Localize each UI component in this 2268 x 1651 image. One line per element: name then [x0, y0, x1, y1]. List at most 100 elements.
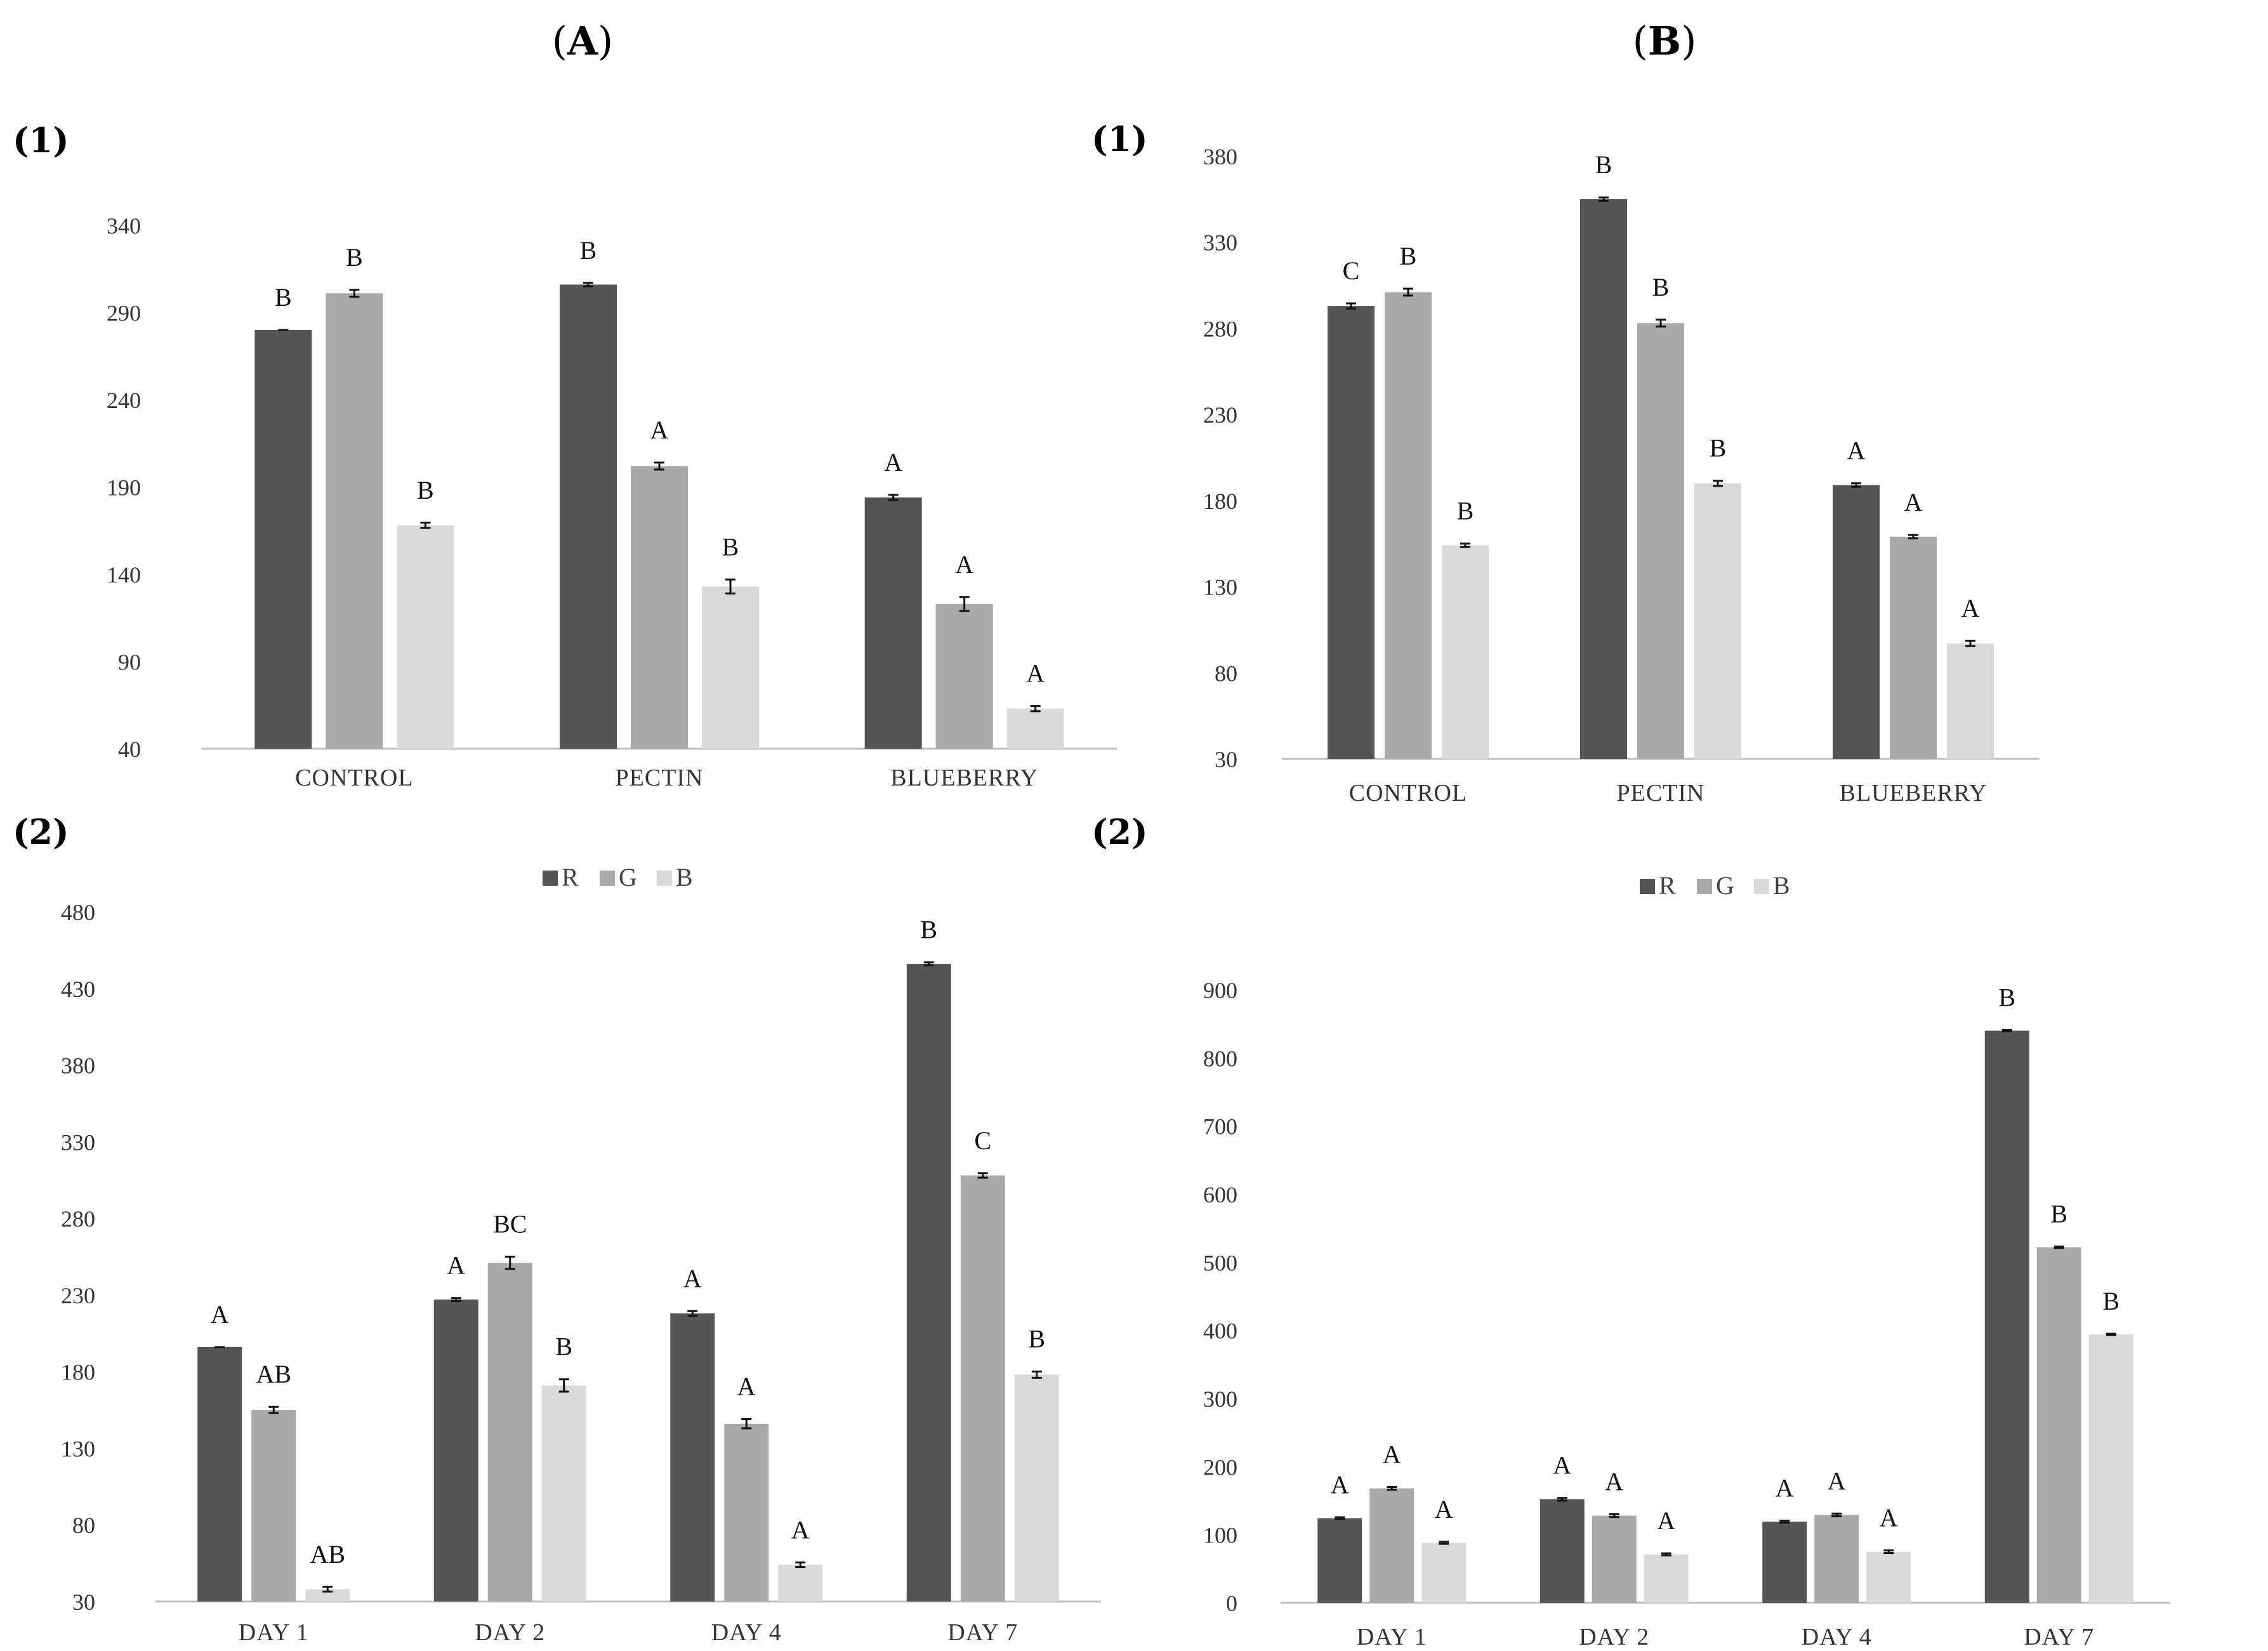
significance-letter: B [580, 236, 597, 265]
y-tick-label: 30 [1215, 747, 1237, 772]
bar-g [724, 1423, 769, 1602]
bar-r [433, 1299, 478, 1602]
legend-label-b: B [1773, 871, 1790, 900]
panel-label-a2: (2) [13, 812, 69, 852]
category-label: CONTROL [295, 765, 413, 791]
y-tick-label: 100 [1203, 1523, 1237, 1548]
significance-letter: A [737, 1372, 756, 1401]
y-tick-label: 300 [1203, 1386, 1237, 1412]
significance-letter: A [1904, 488, 1923, 516]
legend-label-r: R [562, 863, 579, 891]
bar-r [254, 330, 312, 749]
significance-letter: C [1343, 256, 1360, 285]
bar-b [541, 1385, 586, 1602]
bar-g [2036, 1247, 2081, 1603]
legend-label-r: R [1659, 871, 1676, 900]
bar-r [560, 284, 617, 749]
significance-letter: B [346, 243, 363, 272]
category-label: BLUEBERRY [1840, 780, 1988, 806]
y-tick-label: 80 [72, 1513, 95, 1538]
y-tick-label: 80 [1215, 661, 1237, 686]
bar-g [1369, 1488, 1414, 1603]
y-tick-label: 330 [61, 1129, 95, 1155]
y-tick-label: 180 [1203, 489, 1237, 514]
bar-r [197, 1347, 242, 1602]
bar-b [1947, 643, 1994, 759]
legend-swatch-g [600, 871, 615, 886]
significance-letter: B [2102, 1287, 2120, 1315]
y-tick-label: 280 [1203, 316, 1237, 341]
significance-letter: A [1605, 1467, 1623, 1496]
bar-g [1385, 292, 1432, 759]
bar-r [1317, 1518, 1362, 1603]
y-tick-label: 30 [72, 1589, 95, 1615]
bar-r [1539, 1499, 1585, 1603]
significance-letter: A [1828, 1466, 1846, 1495]
bar-g [960, 1175, 1005, 1602]
y-tick-label: 430 [61, 977, 95, 1002]
significance-letter: AB [256, 1360, 291, 1388]
y-tick-label: 200 [1203, 1454, 1237, 1480]
bar-b [778, 1565, 823, 1602]
bar-b [1014, 1374, 1059, 1602]
bar-r [1328, 306, 1375, 760]
y-tick-label: 230 [1203, 402, 1237, 428]
chart-b2-rgb-by-day: 0 100 200 300 400 500 600 700 800 900 A A A DAY 1 A A A D… [1203, 871, 2170, 1650]
significance-letter: A [1776, 1474, 1794, 1503]
significance-letter: A [1331, 1470, 1349, 1499]
legend-swatch-r [1640, 879, 1655, 894]
y-tick-label: 290 [107, 301, 141, 326]
category-label: CONTROL [1349, 780, 1467, 806]
y-tick-label: 700 [1203, 1114, 1237, 1140]
significance-letter: A [683, 1264, 702, 1293]
significance-letter: A [1553, 1451, 1571, 1480]
significance-letter: A [1880, 1503, 1898, 1532]
bar-b [1644, 1554, 1689, 1603]
legend-swatch-r [543, 871, 558, 886]
panel-label-a1: (1) [13, 120, 69, 161]
category-label: PECTIN [1617, 780, 1705, 806]
category-label: BLUEBERRY [890, 765, 1038, 791]
panel-label-b2: (2) [1091, 812, 1148, 852]
bar-r [670, 1313, 715, 1602]
y-tick-label: 380 [1203, 144, 1237, 169]
y-tick-label: 500 [1203, 1250, 1237, 1275]
bar-g [251, 1410, 296, 1602]
significance-letter: B [1457, 497, 1474, 525]
significance-letter: A [1657, 1506, 1675, 1535]
bar-r [1580, 199, 1627, 759]
bar-r [1984, 1030, 2029, 1603]
significance-letter: B [1400, 242, 1417, 270]
bar-g [1814, 1515, 1859, 1603]
chart-b1-rgb-by-treatment: 30 80 130 180 230 280 330 380 C B B CONTROL B B B PECTI… [1203, 144, 2040, 806]
y-tick-label: 400 [1203, 1319, 1237, 1344]
column-title-b: (B) [1633, 18, 1697, 64]
category-label: DAY 4 [711, 1619, 782, 1646]
bar-r [864, 497, 922, 749]
column-title-a: (A) [552, 18, 614, 64]
significance-letter: B [1998, 983, 2015, 1011]
significance-letter: A [884, 448, 902, 477]
significance-letter: A [650, 416, 669, 444]
category-label: DAY 4 [1802, 1624, 1872, 1650]
bar-g [487, 1263, 532, 1602]
y-tick-label: 330 [1203, 230, 1237, 256]
significance-letter: A [955, 550, 973, 579]
y-tick-label: 280 [61, 1206, 95, 1232]
significance-letter: B [1710, 434, 1727, 463]
significance-letter: A [1847, 437, 1866, 465]
y-tick-label: 180 [61, 1360, 95, 1385]
y-tick-label: 90 [118, 650, 141, 675]
category-label: DAY 1 [239, 1619, 309, 1646]
legend-swatch-b [657, 871, 672, 886]
category-label: DAY 7 [2024, 1624, 2094, 1650]
bar-g [631, 466, 688, 749]
bar-g [1890, 536, 1937, 759]
legend-label-g: G [1716, 871, 1734, 900]
bar-b [702, 586, 759, 749]
significance-letter: B [1028, 1325, 1045, 1353]
